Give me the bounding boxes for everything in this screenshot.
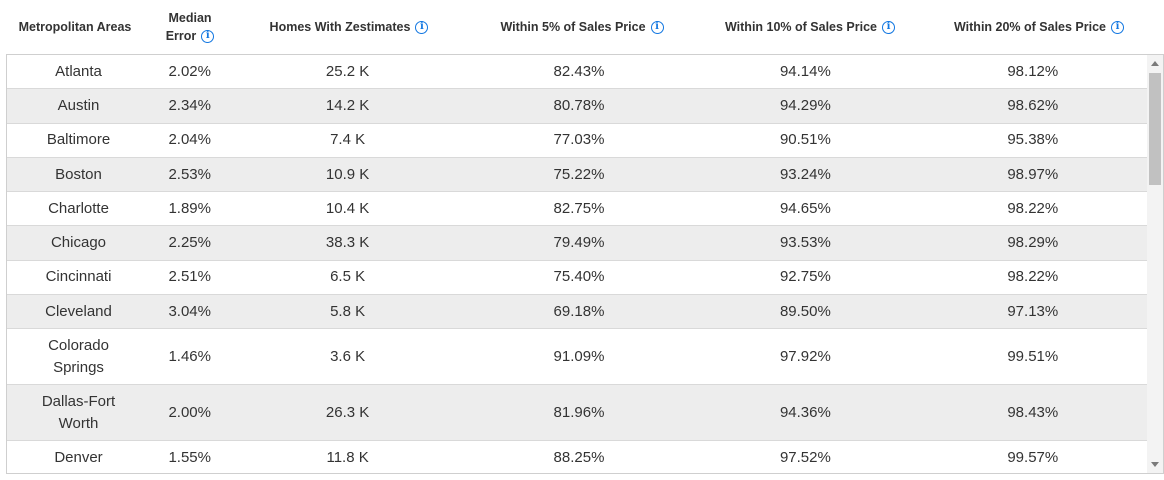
cell-within-5: 77.03% xyxy=(553,131,605,149)
cell-within-20: 98.12% xyxy=(1007,62,1059,80)
scrollbar-thumb[interactable] xyxy=(1149,73,1161,185)
cell-within-20: 95.38% xyxy=(1007,131,1059,149)
cell-within-10: 93.24% xyxy=(779,165,831,183)
cell-within-20: 98.62% xyxy=(1007,96,1059,114)
cell-within-5: 82.43% xyxy=(553,62,605,80)
cell-metro: Cincinnati xyxy=(45,268,112,286)
cell-metro: Boston xyxy=(55,165,102,183)
info-icon[interactable]: i xyxy=(882,20,896,34)
table-row: Austin 2.34% 14.2 K 80.78% 94.29% 98.62% xyxy=(7,89,1147,124)
cell-metro: Austin xyxy=(57,96,100,114)
table-row: Charlotte 1.89% 10.4 K 82.75% 94.65% 98.… xyxy=(7,192,1147,227)
header-metropolitan-areas: Metropolitan Areas xyxy=(18,20,132,34)
cell-median-error: 1.46% xyxy=(168,347,211,365)
cell-within-5: 79.49% xyxy=(553,234,605,252)
cell-homes: 6.5 K xyxy=(330,268,366,286)
cell-within-20: 98.22% xyxy=(1007,268,1059,286)
cell-metro: Charlotte xyxy=(48,199,109,217)
cell-metro: Cleveland xyxy=(45,302,112,320)
cell-within-5: 81.96% xyxy=(553,403,605,421)
cell-within-5: 75.22% xyxy=(553,165,605,183)
cell-metro: Colorado Springs xyxy=(48,336,109,376)
info-icon[interactable]: i xyxy=(1111,20,1125,34)
info-icon[interactable]: i xyxy=(415,20,429,34)
table-row: Dallas-Fort Worth 2.00% 26.3 K 81.96% 94.… xyxy=(7,385,1147,442)
table-row: Boston 2.53% 10.9 K 75.22% 93.24% 98.97% xyxy=(7,157,1147,193)
accuracy-table: Atlanta 2.02% 25.2 K 82.43% 94.14% 98.12… xyxy=(6,54,1164,474)
cell-homes: 26.3 K xyxy=(325,403,370,421)
cell-median-error: 2.34% xyxy=(168,96,211,114)
header-within-5-percent: Within 5% of Sales Price i xyxy=(468,18,696,36)
table-row: Baltimore 2.04% 7.4 K 77.03% 90.51% 95.3… xyxy=(7,124,1147,158)
cell-homes: 5.8 K xyxy=(330,302,366,320)
cell-within-10: 97.52% xyxy=(779,449,831,467)
table-row: Cleveland 3.04% 5.8 K 69.18% 89.50% 97.1… xyxy=(7,295,1147,330)
cell-median-error: 1.89% xyxy=(168,199,211,217)
cell-homes: 14.2 K xyxy=(325,96,370,114)
cell-within-10: 90.51% xyxy=(779,131,831,149)
cell-within-10: 94.14% xyxy=(779,62,831,80)
cell-median-error: 1.55% xyxy=(168,449,211,467)
cell-within-20: 98.97% xyxy=(1007,165,1059,183)
info-icon[interactable]: i xyxy=(201,29,215,43)
header-median-error: Median Error i xyxy=(150,9,230,45)
cell-within-5: 88.25% xyxy=(553,449,605,467)
info-icon[interactable]: i xyxy=(650,20,664,34)
cell-metro: Dallas-Fort Worth xyxy=(41,392,116,432)
cell-metro: Denver xyxy=(54,449,103,467)
cell-within-10: 94.36% xyxy=(779,403,831,421)
cell-metro: Atlanta xyxy=(55,62,102,80)
cell-within-5: 80.78% xyxy=(553,96,605,114)
cell-within-5: 75.40% xyxy=(553,268,605,286)
cell-homes: 10.9 K xyxy=(325,165,370,183)
table-row: Colorado Springs 1.46% 3.6 K 91.09% 97.92… xyxy=(7,329,1147,386)
cell-median-error: 3.04% xyxy=(168,302,211,320)
table-body: Atlanta 2.02% 25.2 K 82.43% 94.14% 98.12… xyxy=(7,55,1147,473)
cell-within-10: 97.92% xyxy=(779,347,831,365)
cell-homes: 7.4 K xyxy=(330,131,366,149)
cell-metro: Chicago xyxy=(50,234,107,252)
cell-median-error: 2.51% xyxy=(168,268,211,286)
table-row: Atlanta 2.02% 25.2 K 82.43% 94.14% 98.12… xyxy=(7,55,1147,90)
cell-within-20: 99.51% xyxy=(1007,347,1059,365)
cell-within-20: 99.57% xyxy=(1007,449,1059,467)
cell-within-10: 94.29% xyxy=(779,96,831,114)
cell-homes: 11.8 K xyxy=(326,449,369,467)
vertical-scrollbar[interactable] xyxy=(1147,55,1163,473)
cell-within-10: 89.50% xyxy=(779,302,831,320)
cell-within-20: 97.13% xyxy=(1007,302,1059,320)
cell-within-10: 94.65% xyxy=(779,199,831,217)
cell-median-error: 2.25% xyxy=(168,234,211,252)
cell-within-20: 98.29% xyxy=(1007,234,1059,252)
cell-within-20: 98.43% xyxy=(1007,403,1059,421)
cell-median-error: 2.04% xyxy=(168,131,211,149)
cell-homes: 25.2 K xyxy=(325,62,370,80)
cell-within-20: 98.22% xyxy=(1007,199,1059,217)
table-row: Cincinnati 2.51% 6.5 K 75.40% 92.75% 98.… xyxy=(7,261,1147,296)
header-homes-with-zestimates: Homes With Zestimates i xyxy=(230,18,468,36)
cell-homes: 10.4 K xyxy=(325,199,370,217)
table-header: Metropolitan Areas Median Error i Homes … xyxy=(0,0,1164,54)
cell-within-5: 69.18% xyxy=(553,302,605,320)
table-row: Chicago 2.25% 38.3 K 79.49% 93.53% 98.29… xyxy=(7,226,1147,261)
cell-within-5: 82.75% xyxy=(553,199,605,217)
cell-metro: Baltimore xyxy=(46,131,111,149)
table-row: Denver 1.55% 11.8 K 88.25% 97.52% 99.57% xyxy=(7,441,1147,473)
cell-within-10: 92.75% xyxy=(779,268,831,286)
scroll-up-icon[interactable] xyxy=(1151,61,1159,66)
cell-within-10: 93.53% xyxy=(779,234,831,252)
scroll-down-icon[interactable] xyxy=(1151,462,1159,467)
cell-homes: 3.6 K xyxy=(330,347,366,365)
cell-within-5: 91.09% xyxy=(553,347,605,365)
cell-homes: 38.3 K xyxy=(325,234,370,252)
cell-median-error: 2.02% xyxy=(168,62,211,80)
header-within-10-percent: Within 10% of Sales Price i xyxy=(696,18,924,36)
header-within-20-percent: Within 20% of Sales Price i xyxy=(924,18,1154,36)
cell-median-error: 2.00% xyxy=(168,403,211,421)
cell-median-error: 2.53% xyxy=(168,165,211,183)
